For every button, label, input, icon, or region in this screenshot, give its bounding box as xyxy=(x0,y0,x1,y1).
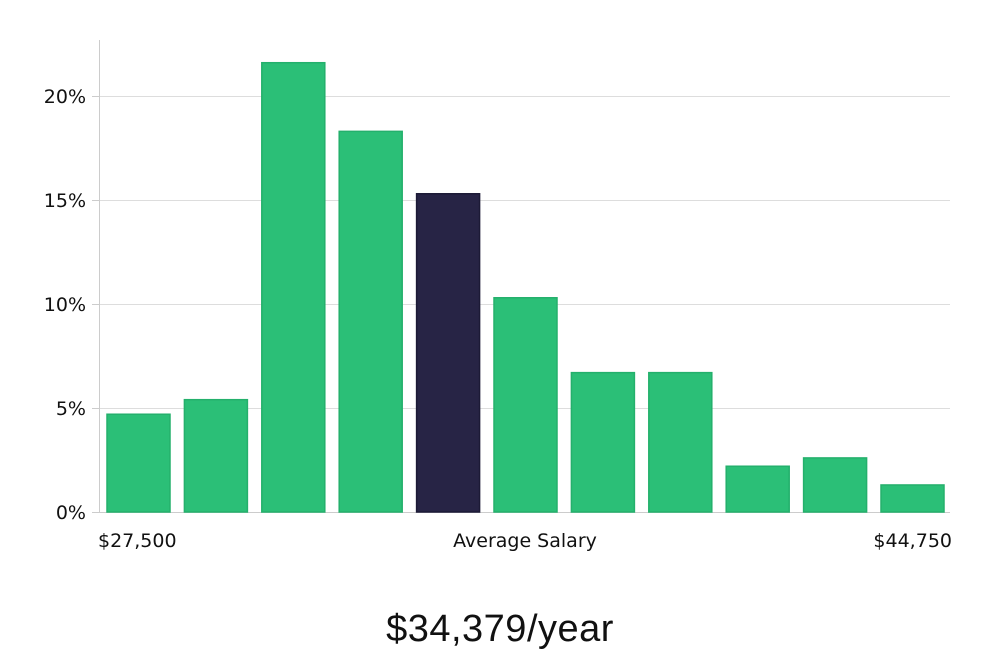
bar-2 xyxy=(183,398,249,513)
bar-8 xyxy=(648,371,713,513)
x-range-end-label: $44,750 xyxy=(873,530,952,552)
salary-histogram: 0% 5% 10% 15% 20% $27,500 Average Salary $44… xyxy=(44,40,952,552)
bar-1 xyxy=(106,413,171,513)
bar-7 xyxy=(570,371,636,513)
bar-4 xyxy=(338,130,403,513)
x-axis-labels: $27,500 Average Salary $44,750 xyxy=(98,530,952,552)
y-tick-label-10: 10% xyxy=(44,294,86,316)
bar-average-salary xyxy=(415,193,481,513)
x-range-start-label: $27,500 xyxy=(98,530,177,552)
average-salary-value: $34,379/year xyxy=(386,608,614,650)
bar-3 xyxy=(261,61,326,513)
bar-9 xyxy=(725,465,790,513)
bar-11 xyxy=(880,484,945,513)
y-tick-label-15: 15% xyxy=(44,190,86,212)
bar-6 xyxy=(493,297,558,513)
x-axis-title: Average Salary xyxy=(453,530,597,552)
bars xyxy=(106,61,945,513)
y-tick-label-5: 5% xyxy=(56,398,86,420)
y-tick-label-0: 0% xyxy=(56,502,86,524)
bar-10 xyxy=(802,457,868,513)
y-tick-labels: 0% 5% 10% 15% 20% xyxy=(44,86,86,524)
y-tick-label-20: 20% xyxy=(44,86,86,108)
